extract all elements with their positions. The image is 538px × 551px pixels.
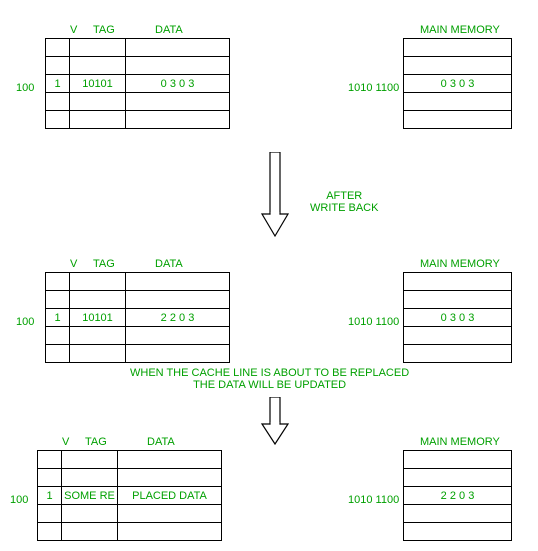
mem-table: 0 3 0 3 (403, 38, 512, 129)
cache-header-v: V (70, 258, 77, 270)
cache-header-tag: TAG (93, 24, 115, 36)
cache-header-data: DATA (155, 24, 183, 36)
arrow-down-icon (260, 152, 290, 238)
mem-table: 2 2 0 3 (403, 450, 512, 541)
cache-header-data: DATA (147, 436, 175, 448)
cache-index: 100 (16, 82, 34, 94)
mem-header: MAIN MEMORY (420, 24, 500, 36)
mem-table: 0 3 0 3 (403, 272, 512, 363)
cache-header-v: V (62, 436, 69, 448)
mem-addr: 1010 1100 (348, 82, 399, 94)
cache-row: 1101010 3 0 3 (46, 75, 230, 93)
mem-row: 0 3 0 3 (404, 309, 512, 327)
mem-addr: 1010 1100 (348, 316, 399, 328)
cache-table: 1101012 2 0 3 (45, 272, 230, 363)
cache-header-v: V (70, 24, 77, 36)
cache-row: 1101012 2 0 3 (46, 309, 230, 327)
cache-index: 100 (16, 316, 34, 328)
cache-header-data: DATA (155, 258, 183, 270)
cache-index: 100 (10, 494, 28, 506)
mem-header: MAIN MEMORY (420, 436, 500, 448)
caption-replace-note: WHEN THE CACHE LINE IS ABOUT TO BE REPLA… (130, 367, 409, 391)
caption-after-writeback: AFTER WRITE BACK (310, 190, 378, 214)
cache-header-tag: TAG (93, 258, 115, 270)
mem-row: 2 2 0 3 (404, 487, 512, 505)
cache-table: 1101010 3 0 3 (45, 38, 230, 129)
cache-table: 1SOME REPLACED DATA (37, 450, 222, 541)
cache-header-tag: TAG (85, 436, 107, 448)
mem-row: 0 3 0 3 (404, 75, 512, 93)
mem-header: MAIN MEMORY (420, 258, 500, 270)
mem-addr: 1010 1100 (348, 494, 399, 506)
arrow-down-icon (260, 397, 290, 446)
cache-row: 1SOME REPLACED DATA (38, 487, 222, 505)
